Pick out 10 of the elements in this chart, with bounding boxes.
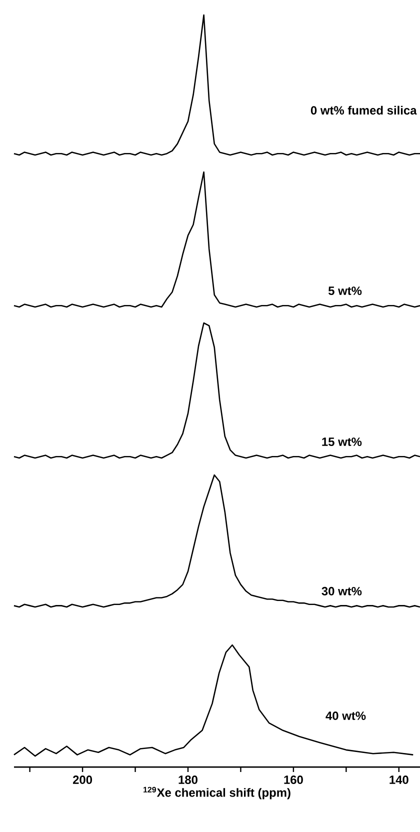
series-label: 5 wt% — [328, 286, 362, 296]
x-tick-label: 160 — [284, 776, 303, 784]
text: 0 wt% fumed silica — [310, 106, 417, 115]
x-tick-label: 200 — [72, 776, 92, 784]
series-label: 15 wt% — [322, 438, 362, 446]
series-label: 30 wt% — [322, 586, 362, 596]
x-tick-label: 140 — [390, 776, 408, 784]
series-label: 40 wt% — [326, 712, 366, 720]
x-axis-title: $^{129}$Xe chemical shift (ppm) — [144, 786, 290, 800]
x-tick-label: 180 — [178, 776, 198, 784]
